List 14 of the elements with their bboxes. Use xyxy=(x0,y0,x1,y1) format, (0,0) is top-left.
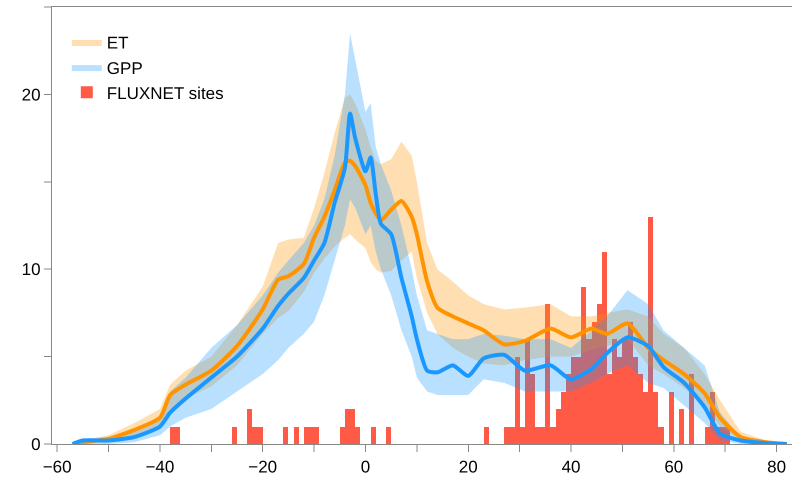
x-tick-label: 60 xyxy=(664,457,684,476)
y-tick-label: 10 xyxy=(22,260,41,280)
x-tick-label: 40 xyxy=(562,457,580,476)
legend-label: FLUXNET sites xyxy=(106,84,224,103)
y-tick-label: 20 xyxy=(22,85,41,104)
x-tick-label: −20 xyxy=(248,457,278,476)
legend-label: GPP xyxy=(106,58,143,78)
legend-label: ET xyxy=(106,34,129,53)
x-tick-label: 20 xyxy=(458,457,478,476)
x-tick-label: 0 xyxy=(360,457,370,476)
x-tick-label: 80 xyxy=(767,457,786,476)
y-tick-label: 0 xyxy=(31,434,41,454)
x-tick-label: −60 xyxy=(42,457,72,476)
x-tick-label: −40 xyxy=(146,457,174,476)
